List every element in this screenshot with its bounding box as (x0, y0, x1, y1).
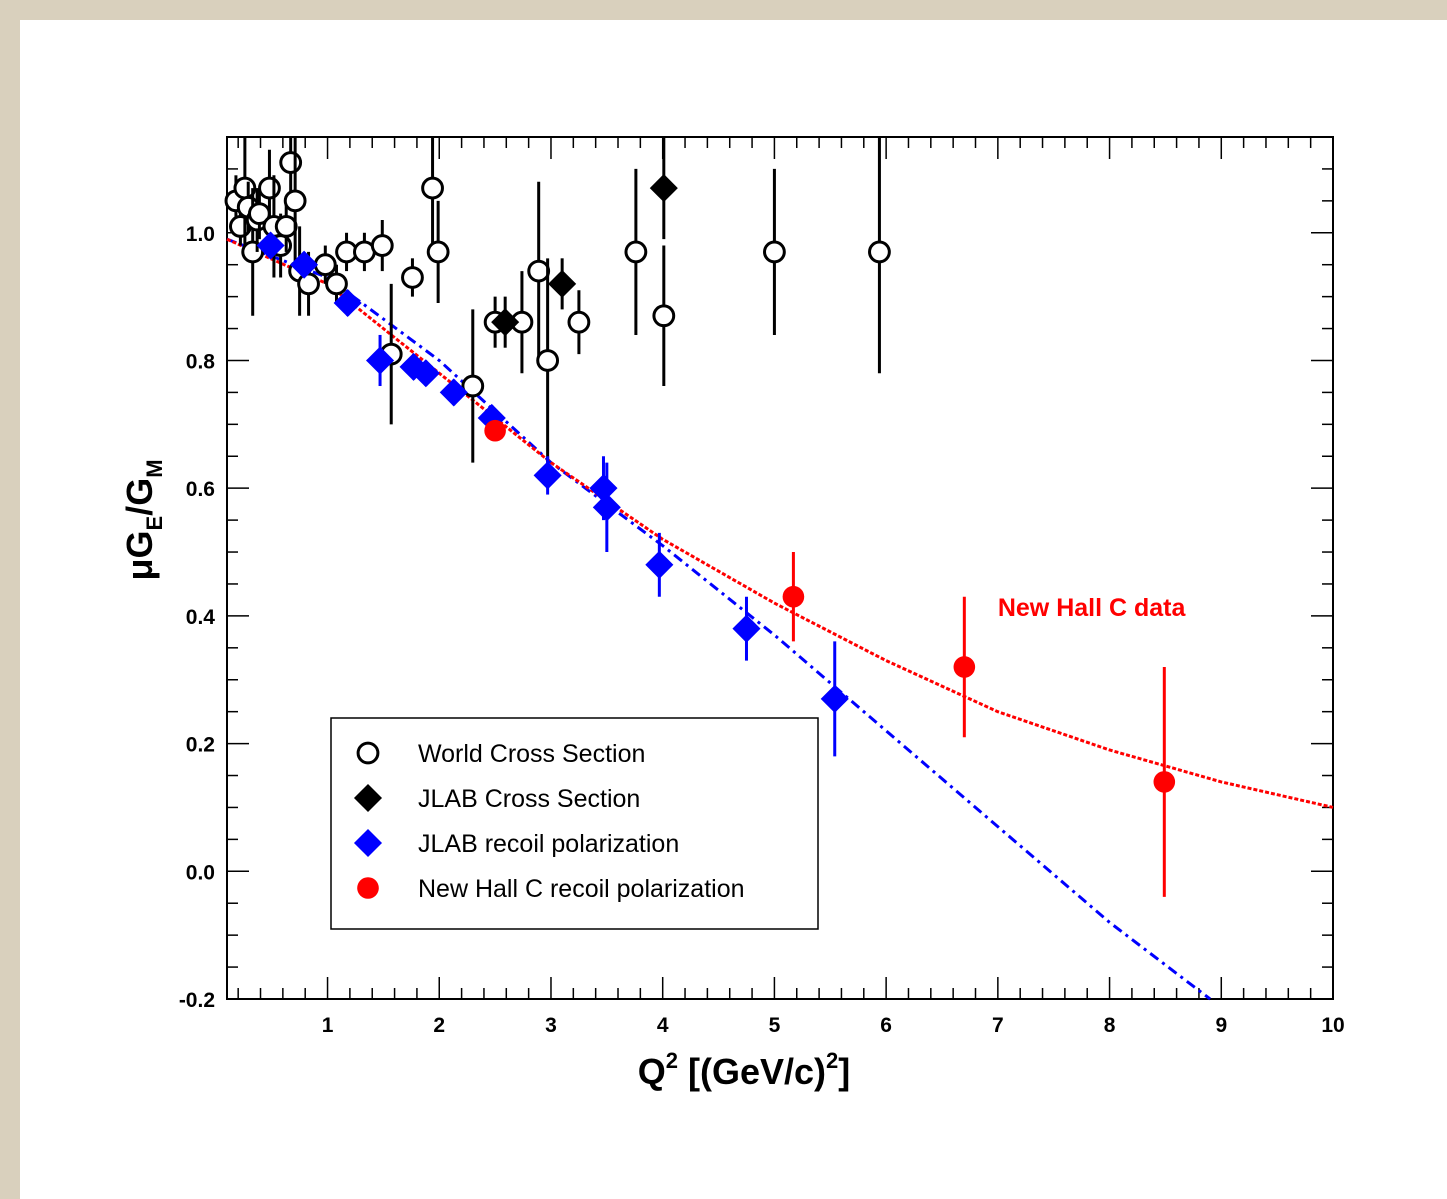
fit-curve-dipole (226, 237, 1212, 1001)
x-tick-label: 3 (545, 1014, 557, 1037)
y-tick-label: -0.2 (179, 989, 215, 1012)
data-point (426, 240, 450, 264)
y-axis-title-mu: μ (119, 559, 160, 581)
legend-box (330, 717, 819, 930)
y-axis-title-sub-m: M (142, 459, 167, 477)
y-axis-title-g: G (119, 530, 160, 558)
x-axis-title-q: Q (638, 1051, 666, 1092)
legend-marker (356, 741, 380, 765)
x-axis-title-sup2: 2 (826, 1048, 838, 1073)
fit-curve-hallc (226, 237, 1334, 809)
data-point (763, 240, 786, 264)
fit-curves (226, 237, 1334, 1001)
x-tick-label: 2 (433, 1014, 445, 1037)
legend-marker (353, 783, 383, 813)
data-point (645, 550, 674, 579)
x-tick-label: 1 (322, 1014, 334, 1037)
y-tick-label: 0.0 (186, 861, 215, 884)
legend-entry: JLAB recoil polarization (418, 830, 679, 858)
annotation-new-hall-c-data: New Hall C data (998, 594, 1187, 622)
y-axis-title-sub-e: E (142, 516, 167, 531)
y-axis-title-slash-g: /G (119, 478, 160, 516)
data-point (279, 151, 303, 174)
data-point (401, 266, 424, 289)
data-point (592, 493, 621, 522)
data-point (258, 176, 281, 200)
data-point (820, 684, 849, 713)
data-point (567, 310, 591, 334)
x-axis-title-sup: 2 (666, 1048, 678, 1073)
data-point (274, 214, 298, 238)
data-point (589, 474, 618, 503)
data-point (484, 419, 506, 442)
data-point (953, 656, 976, 678)
data-point (533, 461, 562, 490)
legend-marker (357, 877, 379, 899)
axis-ticks (227, 137, 1333, 999)
y-tick-label: 0.8 (186, 350, 216, 373)
data-point (652, 304, 676, 328)
x-axis-title-units: [(GeV/c) (678, 1051, 826, 1092)
y-tick-label: 0.6 (186, 478, 215, 501)
data-points (224, 137, 1176, 897)
data-point (297, 272, 320, 296)
data-point (1153, 771, 1176, 793)
chart: 1 2 3 4 5 6 7 8 9 10 -0.2 0.0 0.2 0.4 0.6 0.8 1.0 New Ha… (119, 136, 1345, 1092)
legend-marker (353, 828, 383, 858)
figure-frame: 1 2 3 4 5 6 7 8 9 10 -0.2 0.0 0.2 0.4 0.6 0.8 1.0 New Ha… (20, 20, 1447, 1199)
data-point (439, 378, 468, 407)
data-point (624, 240, 648, 264)
data-point (366, 346, 395, 375)
y-axis-title: μGE/GM (119, 459, 167, 580)
x-tick-label: 5 (769, 1014, 781, 1037)
data-point (313, 253, 337, 277)
y-tick-label: 0.4 (186, 606, 216, 629)
data-point (333, 288, 362, 318)
data-point (290, 250, 319, 279)
data-point (782, 585, 805, 608)
data-point (536, 349, 560, 372)
data-point (868, 240, 891, 264)
x-tick-label: 7 (992, 1014, 1004, 1037)
data-point (325, 272, 348, 296)
legend-entry: World Cross Section (418, 740, 645, 768)
legend-entry: New Hall C recoil polarization (418, 875, 745, 903)
x-tick-label: 6 (880, 1014, 892, 1037)
data-point (732, 614, 761, 643)
legend-entry: JLAB Cross Section (418, 785, 640, 813)
x-tick-label: 9 (1215, 1014, 1227, 1037)
x-axis-title: Q2 [(GeV/c)2] (638, 1048, 851, 1092)
data-point (461, 374, 485, 398)
data-point (491, 308, 520, 337)
x-axis-title-end: ] (838, 1051, 850, 1092)
data-point (649, 174, 678, 203)
y-tick-label: 1.0 (186, 223, 215, 246)
x-tick-label: 8 (1104, 1014, 1116, 1037)
data-point (411, 359, 440, 388)
tick-labels: 1 2 3 4 5 6 7 8 9 10 -0.2 0.0 0.2 0.4 0.6 0.8 1.0 (179, 223, 1345, 1037)
data-point (527, 259, 551, 283)
x-tick-label: 10 (1321, 1014, 1344, 1037)
y-tick-label: 0.2 (186, 734, 215, 757)
data-point (370, 234, 394, 257)
data-point (421, 176, 444, 200)
x-tick-label: 4 (657, 1014, 669, 1037)
data-point (548, 269, 577, 298)
data-point (283, 189, 307, 213)
legend: World Cross Section JLAB Cross Section JLA… (330, 717, 819, 930)
